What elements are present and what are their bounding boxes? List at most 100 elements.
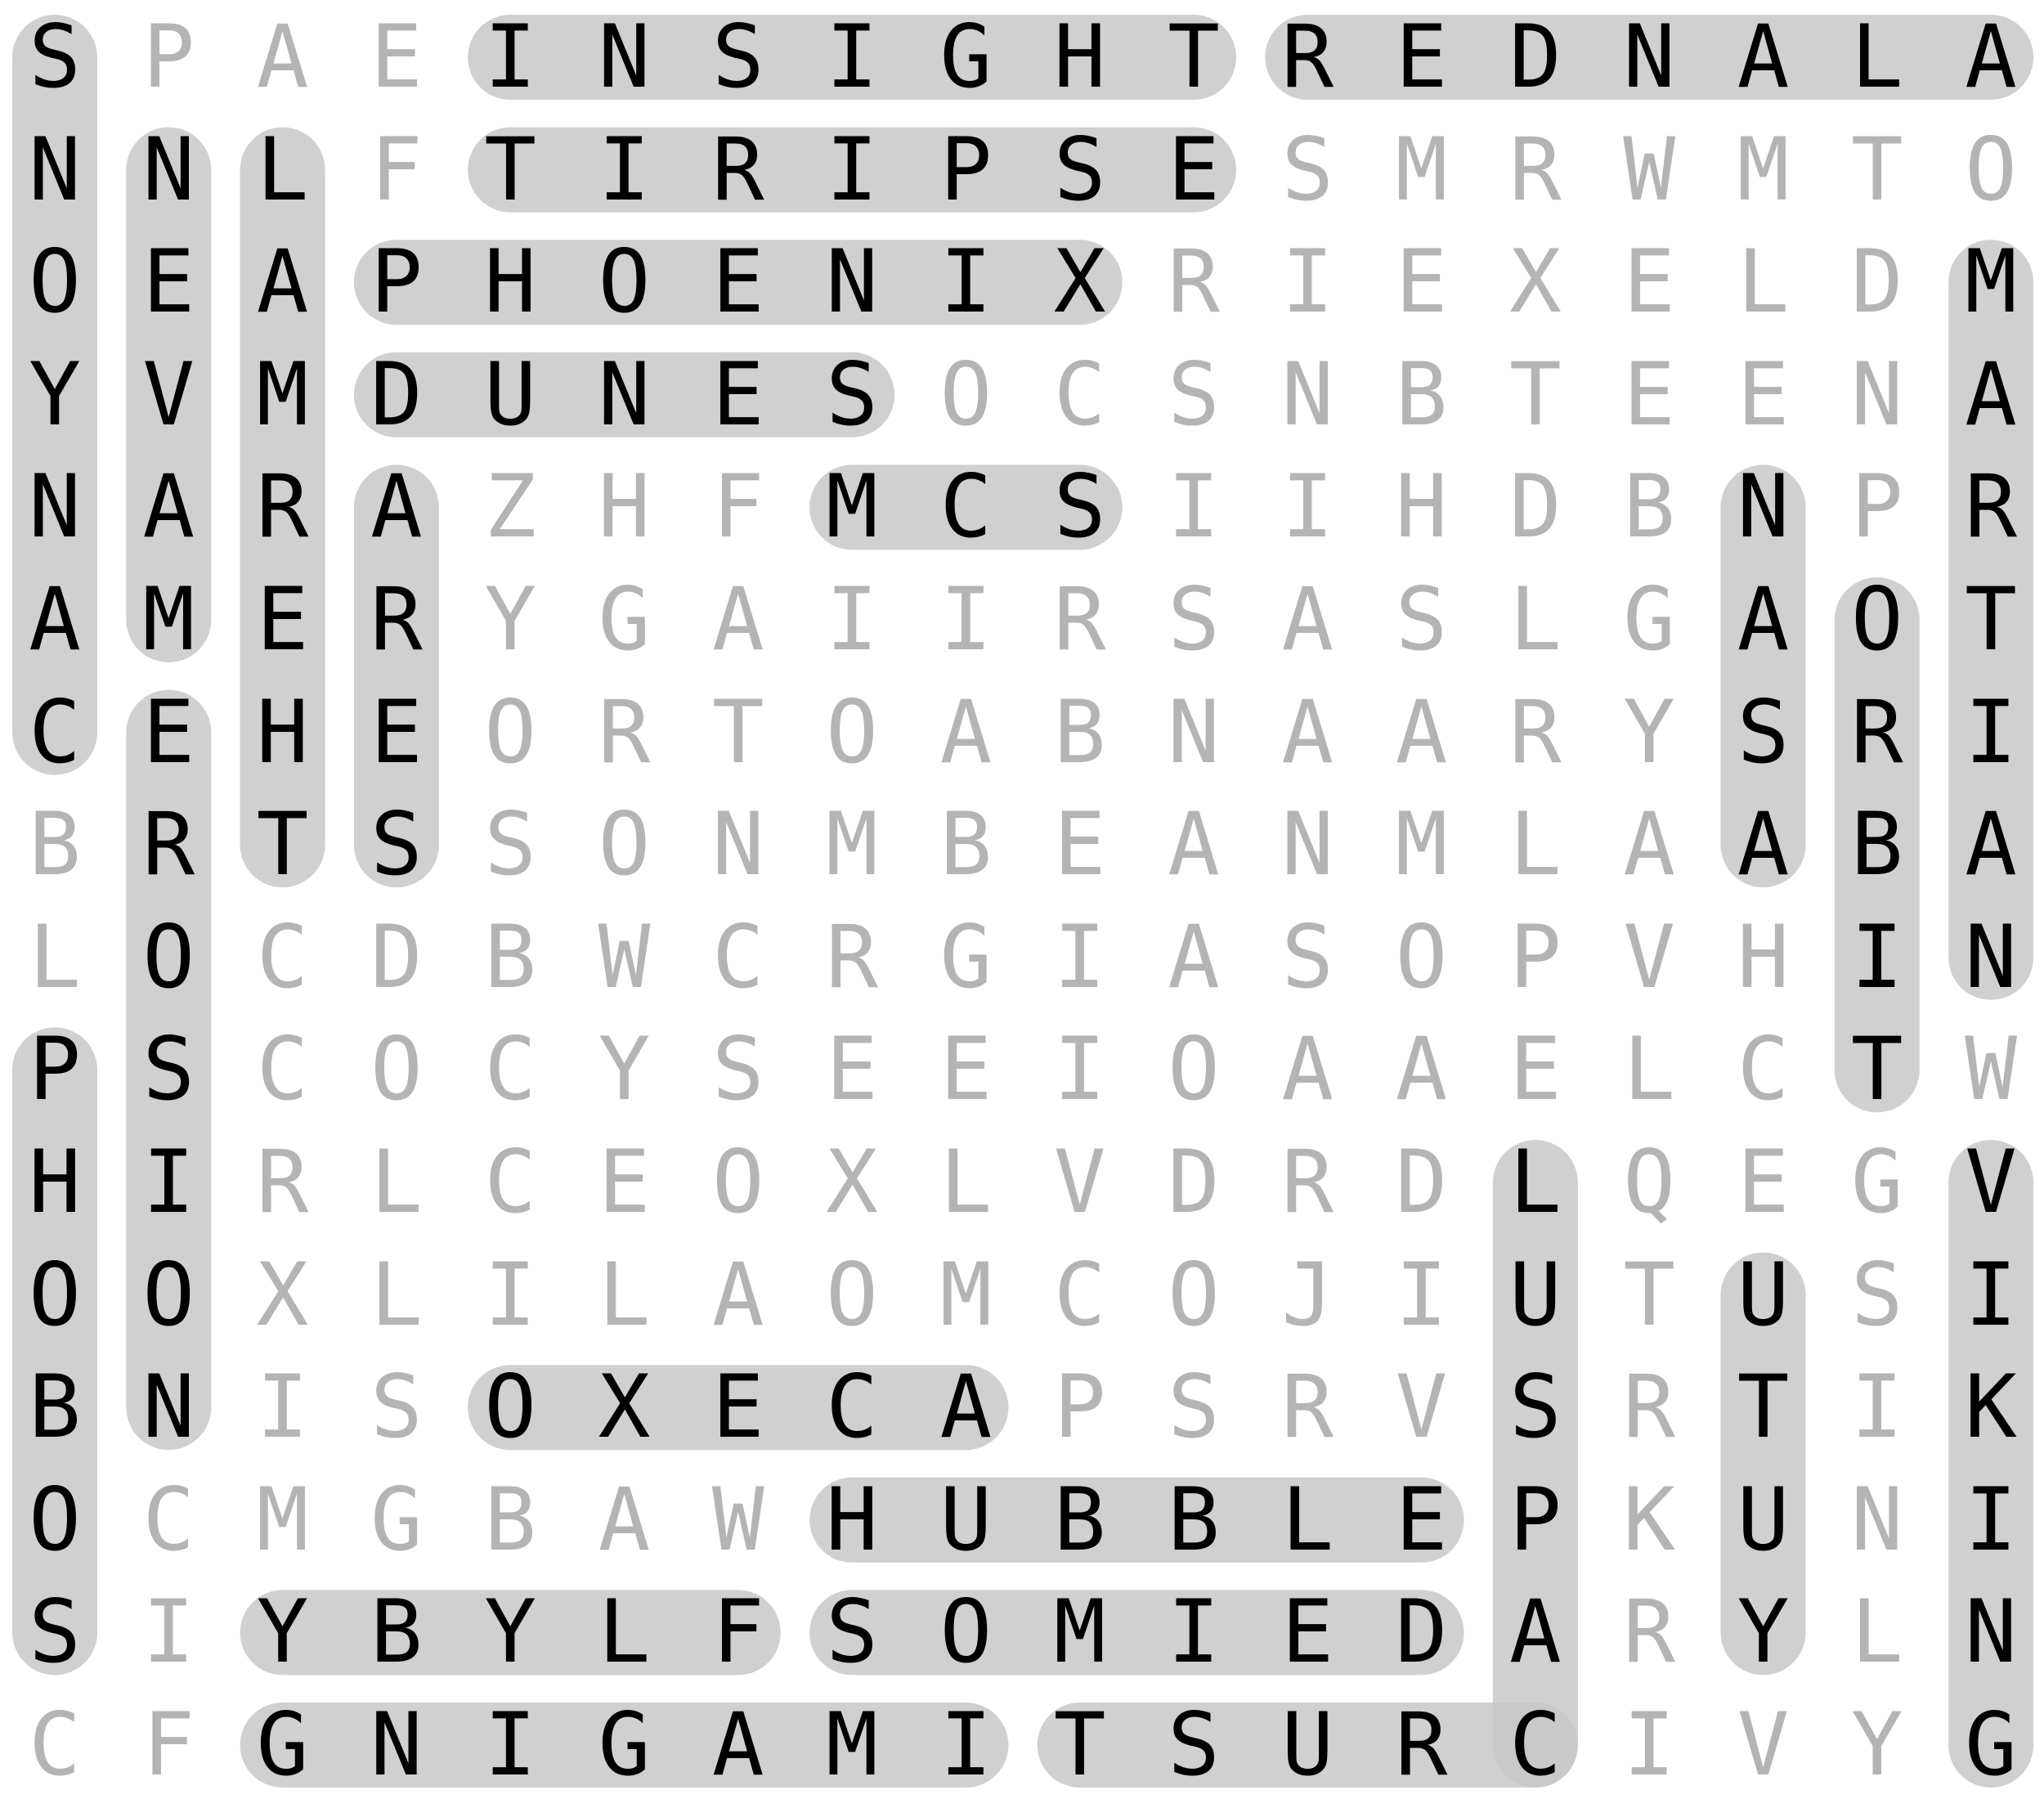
grid-cell[interactable]: C [29, 681, 81, 783]
grid-cell[interactable]: W [1623, 119, 1676, 220]
grid-cell[interactable]: M [1395, 119, 1448, 220]
grid-cell[interactable]: F [711, 456, 764, 558]
grid-cell[interactable]: N [1737, 456, 1790, 558]
grid-cell[interactable]: A [711, 1694, 764, 1795]
grid-cell[interactable]: N [142, 119, 195, 220]
grid-cell[interactable]: I [484, 7, 537, 107]
grid-cell[interactable]: P [1508, 906, 1562, 1007]
grid-cell[interactable]: U [1508, 1244, 1562, 1345]
grid-cell[interactable]: P [370, 231, 423, 333]
grid-cell[interactable]: R [1053, 569, 1106, 670]
grid-cell[interactable]: W [1965, 1019, 2017, 1120]
grid-cell[interactable]: E [1053, 794, 1106, 895]
grid-cell[interactable]: C [142, 1469, 195, 1570]
grid-cell[interactable]: N [370, 1694, 423, 1795]
grid-cell[interactable]: N [1850, 343, 1903, 445]
grid-cell[interactable]: V [1053, 1132, 1106, 1232]
grid-cell[interactable]: O [29, 231, 81, 333]
grid-cell[interactable]: N [29, 119, 81, 220]
grid-cell[interactable]: S [711, 1019, 764, 1120]
grid-cell[interactable]: T [1168, 7, 1220, 107]
grid-cell[interactable]: O [1850, 569, 1903, 670]
grid-cell[interactable]: T [1053, 1694, 1106, 1795]
grid-cell[interactable]: R [598, 681, 651, 783]
grid-cell[interactable]: N [1281, 794, 1334, 895]
grid-cell[interactable]: M [142, 569, 195, 670]
grid-cell[interactable]: E [370, 7, 423, 107]
grid-cell[interactable]: N [711, 794, 764, 895]
grid-cell[interactable]: M [256, 343, 309, 445]
grid-cell[interactable]: S [484, 794, 537, 895]
grid-cell[interactable]: I [1965, 1469, 2017, 1570]
grid-cell[interactable]: I [826, 569, 878, 670]
grid-cell[interactable]: K [1965, 1357, 2017, 1458]
grid-cell[interactable]: R [256, 456, 309, 558]
grid-cell[interactable]: O [1168, 1019, 1220, 1120]
grid-cell[interactable]: H [598, 456, 651, 558]
grid-cell[interactable]: T [1850, 119, 1903, 220]
grid-cell[interactable]: I [1623, 1694, 1676, 1795]
grid-cell[interactable]: M [1965, 231, 2017, 333]
grid-cell[interactable]: L [256, 119, 309, 220]
grid-cell[interactable]: N [29, 456, 81, 558]
grid-cell[interactable]: G [1850, 1132, 1903, 1232]
grid-cell[interactable]: P [1053, 1357, 1106, 1458]
grid-cell[interactable]: C [826, 1357, 878, 1458]
grid-cell[interactable]: A [711, 1244, 764, 1345]
grid-cell[interactable]: S [1168, 1357, 1220, 1458]
grid-cell[interactable]: D [370, 343, 423, 445]
grid-cell[interactable]: Y [484, 1581, 537, 1683]
grid-cell[interactable]: A [1281, 1019, 1334, 1120]
grid-cell[interactable]: S [370, 1357, 423, 1458]
grid-cell[interactable]: L [370, 1132, 423, 1232]
grid-cell[interactable]: R [142, 794, 195, 895]
grid-cell[interactable]: R [1281, 7, 1334, 107]
grid-cell[interactable]: C [29, 1694, 81, 1795]
grid-cell[interactable]: U [484, 343, 537, 445]
grid-cell[interactable]: P [1850, 456, 1903, 558]
grid-cell[interactable]: S [1168, 343, 1220, 445]
grid-cell[interactable]: I [1281, 456, 1334, 558]
grid-cell[interactable]: X [598, 1357, 651, 1458]
grid-cell[interactable]: E [1623, 343, 1676, 445]
grid-cell[interactable]: A [1395, 1019, 1448, 1120]
grid-cell[interactable]: I [1395, 1244, 1448, 1345]
grid-cell[interactable]: L [1508, 1132, 1562, 1232]
grid-cell[interactable]: R [826, 906, 878, 1007]
grid-cell[interactable]: U [1737, 1244, 1790, 1345]
grid-cell[interactable]: E [1168, 119, 1220, 220]
grid-cell[interactable]: S [1737, 681, 1790, 783]
grid-cell[interactable]: P [939, 119, 993, 220]
grid-cell[interactable]: I [256, 1357, 309, 1458]
grid-cell[interactable]: I [1053, 1019, 1106, 1120]
grid-cell[interactable]: O [826, 681, 878, 783]
grid-cell[interactable]: S [1053, 456, 1106, 558]
grid-cell[interactable]: S [1395, 569, 1448, 670]
grid-cell[interactable]: D [1508, 7, 1562, 107]
grid-cell[interactable]: L [598, 1244, 651, 1345]
grid-cell[interactable]: R [370, 569, 423, 670]
grid-cell[interactable]: L [29, 906, 81, 1007]
grid-cell[interactable]: V [142, 343, 195, 445]
grid-cell[interactable]: G [598, 569, 651, 670]
grid-cell[interactable]: G [370, 1469, 423, 1570]
grid-cell[interactable]: N [142, 1357, 195, 1458]
grid-cell[interactable]: A [29, 569, 81, 670]
grid-cell[interactable]: B [1395, 343, 1448, 445]
grid-cell[interactable]: O [370, 1019, 423, 1120]
grid-cell[interactable]: P [142, 7, 195, 107]
grid-cell[interactable]: E [939, 1019, 993, 1120]
grid-cell[interactable]: A [1737, 7, 1790, 107]
grid-cell[interactable]: R [256, 1132, 309, 1232]
grid-cell[interactable]: M [826, 456, 878, 558]
grid-cell[interactable]: E [711, 1357, 764, 1458]
grid-cell[interactable]: A [1281, 681, 1334, 783]
grid-cell[interactable]: C [1053, 343, 1106, 445]
grid-cell[interactable]: N [826, 231, 878, 333]
grid-cell[interactable]: M [826, 794, 878, 895]
grid-cell[interactable]: T [1850, 1019, 1903, 1120]
grid-cell[interactable]: G [939, 906, 993, 1007]
grid-cell[interactable]: R [1508, 681, 1562, 783]
grid-cell[interactable]: T [256, 794, 309, 895]
grid-cell[interactable]: A [1281, 569, 1334, 670]
